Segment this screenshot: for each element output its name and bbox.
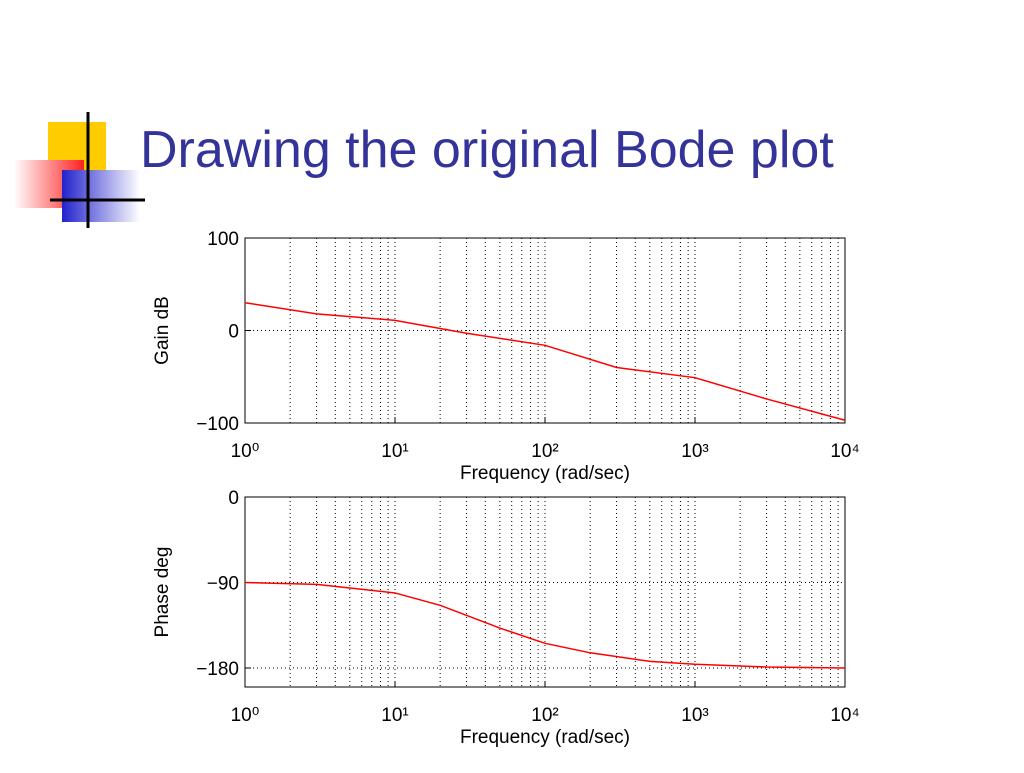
x-tick-label: 10¹ <box>381 705 408 726</box>
y-tick-label: −90 <box>207 574 239 595</box>
y-axis-label: Gain dB <box>152 296 173 365</box>
slide-title: Drawing the original Bode plot <box>140 121 834 179</box>
x-axis-label: Frequency (rad/sec) <box>460 727 630 748</box>
x-tick-label: 10⁴ <box>830 441 859 462</box>
data-line <box>244 302 846 421</box>
x-tick-label: 10³ <box>681 441 708 462</box>
x-tick-label: 10² <box>531 705 558 726</box>
y-tick-label: −100 <box>196 414 239 435</box>
y-tick-label: 0 <box>228 488 239 509</box>
x-tick-label: 10⁴ <box>830 705 859 726</box>
data-line <box>244 581 846 669</box>
y-tick-label: 100 <box>207 229 239 250</box>
y-axis-label: Phase deg <box>152 547 173 638</box>
plot-frame <box>244 496 846 688</box>
x-tick-label: 10⁰ <box>231 441 260 462</box>
y-tick-label: −180 <box>196 659 239 680</box>
x-axis-label: Frequency (rad/sec) <box>460 463 630 484</box>
x-tick-label: 10⁰ <box>231 705 260 726</box>
x-tick-label: 10¹ <box>381 441 408 462</box>
y-tick-label: 0 <box>228 322 239 343</box>
deco-blue <box>62 170 140 222</box>
x-tick-label: 10³ <box>681 705 708 726</box>
x-tick-label: 10² <box>531 441 558 462</box>
